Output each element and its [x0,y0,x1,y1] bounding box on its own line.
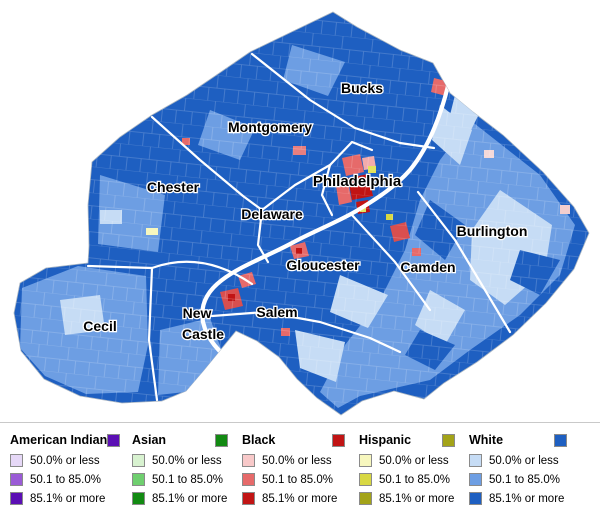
legend-group-title: American Indian [10,433,108,447]
legend-group-title: White [469,433,504,447]
county-label-gloucester: Gloucester [286,257,360,273]
legend-swatch [132,492,145,505]
legend-label: 50.0% or less [379,454,449,467]
county-label-new-castle-line2: Castle [182,326,224,342]
legend-row: 50.0% or less [10,453,132,468]
legend-group-title: Asian [132,433,167,447]
legend-header: White [469,432,581,448]
legend-swatch [10,492,23,505]
legend-header: Hispanic [359,432,469,448]
legend-row: 50.0% or less [469,453,581,468]
legend-header-swatch [107,433,121,447]
legend-group-title: Black [242,433,276,447]
legend-row: 50.1 to 85.0% [132,472,242,487]
county-label-bucks: Bucks [341,80,383,96]
legend-row: 85.1% or more [469,491,581,506]
legend-label: 50.0% or less [152,454,222,467]
legend-swatch [359,454,372,467]
legend-label: 85.1% or more [489,492,565,505]
legend-row: 85.1% or more [242,491,359,506]
legend-row: 50.1 to 85.0% [10,472,132,487]
county-label-montgomery: Montgomery [228,119,312,135]
legend-header-swatch [442,433,455,447]
legend-label: 85.1% or more [379,492,455,505]
legend-swatch [469,473,482,486]
legend-swatch [10,473,23,486]
legend-row: 50.0% or less [242,453,359,468]
county-label-new-castle-line1: New [183,305,212,321]
legend-label: 50.0% or less [30,454,100,467]
legend-groups: American Indian 50.0% or less 50.1 to 85… [10,432,590,510]
county-borders [86,52,512,402]
legend-row: 50.1 to 85.0% [359,472,469,487]
legend-swatch [242,492,255,505]
legend-swatch [469,492,482,505]
legend-label: 50.1 to 85.0% [379,473,450,486]
county-label-philadelphia: Philadelphia [313,173,402,190]
legend-swatch [242,454,255,467]
legend-group-black: Black 50.0% or less 50.1 to 85.0% 85.1% … [242,432,359,510]
county-label-camden: Camden [400,259,455,275]
legend-label: 50.1 to 85.0% [262,473,333,486]
county-label-delaware: Delaware [241,206,303,222]
legend-swatch [359,473,372,486]
legend-header: Black [242,432,359,448]
legend-row: 50.1 to 85.0% [469,472,581,487]
legend-swatch [132,473,145,486]
county-label-burlington: Burlington [457,223,528,239]
legend-row: 85.1% or more [132,491,242,506]
legend-swatch [242,473,255,486]
legend-label: 85.1% or more [30,492,106,505]
legend-row: 50.1 to 85.0% [242,472,359,487]
legend-row: 85.1% or more [10,491,132,506]
legend-group-american-indian: American Indian 50.0% or less 50.1 to 85… [10,432,132,510]
legend-swatch [132,454,145,467]
legend-label: 50.1 to 85.0% [30,473,101,486]
legend-swatch [10,454,23,467]
legend-label: 50.1 to 85.0% [152,473,223,486]
county-labels: Bucks Montgomery Chester Philadelphia De… [82,79,529,344]
county-label-cecil: Cecil [83,318,116,334]
race-ethnicity-map: Bucks Montgomery Chester Philadelphia De… [13,11,590,416]
legend-group-asian: Asian 50.0% or less 50.1 to 85.0% 85.1% … [132,432,242,510]
legend-swatch [359,492,372,505]
legend-row: 50.0% or less [359,453,469,468]
legend-label: 50.0% or less [262,454,332,467]
legend-header: American Indian [10,432,132,448]
legend: American Indian 50.0% or less 50.1 to 85… [0,422,600,522]
county-label-chester: Chester [147,179,200,195]
legend-header-swatch [332,433,345,447]
legend-label: 85.1% or more [262,492,338,505]
legend-label: 50.1 to 85.0% [489,473,560,486]
legend-header-swatch [554,433,567,447]
legend-label: 50.0% or less [489,454,559,467]
legend-header: Asian [132,432,242,448]
legend-group-title: Hispanic [359,433,412,447]
legend-group-white: White 50.0% or less 50.1 to 85.0% 85.1% … [469,432,581,510]
county-label-salem: Salem [256,304,297,320]
legend-group-hispanic: Hispanic 50.0% or less 50.1 to 85.0% 85.… [359,432,469,510]
legend-row: 85.1% or more [359,491,469,506]
legend-swatch [469,454,482,467]
legend-label: 85.1% or more [152,492,228,505]
map-svg: Bucks Montgomery Chester Philadelphia De… [13,11,590,416]
legend-header-swatch [215,433,228,447]
legend-row: 50.0% or less [132,453,242,468]
